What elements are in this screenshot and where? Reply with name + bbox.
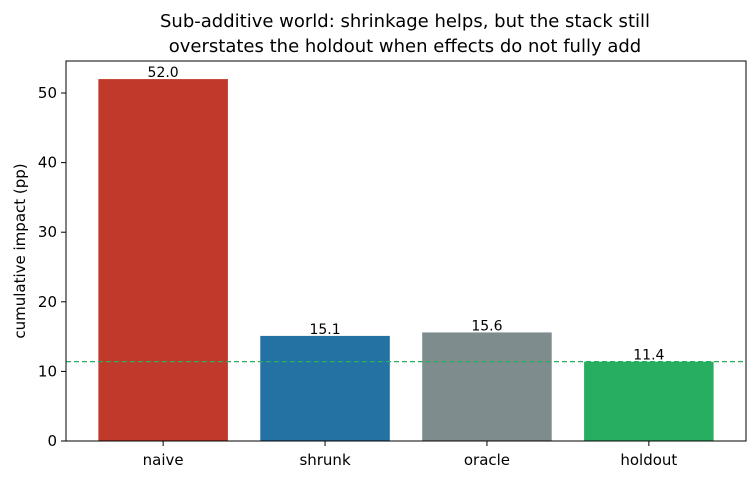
y-tick-label-0: 0	[47, 432, 57, 450]
y-tick-label-50: 50	[38, 84, 57, 102]
y-tick-label-40: 40	[38, 154, 57, 172]
chart-title-line-1: Sub-additive world: shrinkage helps, but…	[160, 11, 650, 32]
x-tick-label-holdout: holdout	[620, 451, 677, 469]
y-axis-label: cumulative impact (pp)	[11, 163, 29, 338]
chart-title: Sub-additive world: shrinkage helps, but…	[160, 11, 650, 57]
y-tick-label-30: 30	[38, 223, 57, 241]
data-label-holdout: 11.4	[633, 348, 664, 364]
bar-shrunk	[260, 335, 390, 441]
data-label-oracle: 15.6	[471, 318, 502, 334]
plot-frame	[65, 60, 747, 442]
x-tick-label-naive: naive	[143, 451, 184, 469]
y-tick-label-10: 10	[38, 362, 57, 380]
bar-naive	[98, 79, 228, 441]
x-tick-label-shrunk: shrunk	[299, 451, 351, 469]
chart-title-line-2: overstates the holdout when effects do n…	[169, 36, 641, 57]
data-label-naive: 52.0	[148, 65, 179, 81]
plot-area: 52.0 naive 15.1 shrunk 15.6 oracle 11.4 holdout…	[38, 65, 746, 469]
y-tick-label-20: 20	[38, 293, 57, 311]
bar-oracle	[422, 332, 552, 441]
x-tick-label-oracle: oracle	[464, 451, 510, 469]
bar-holdout	[584, 361, 714, 441]
data-label-shrunk: 15.1	[309, 322, 340, 338]
